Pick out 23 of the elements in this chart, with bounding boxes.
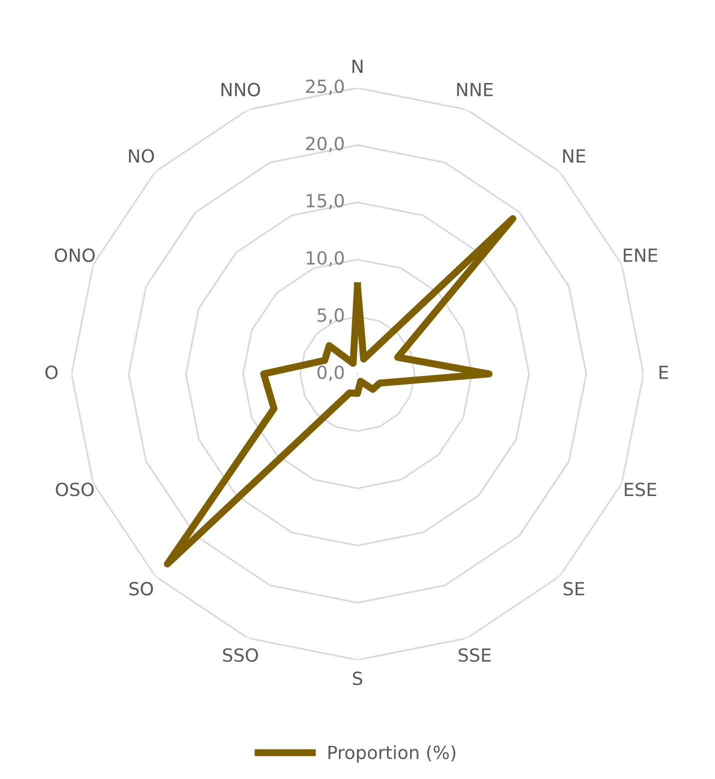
spoke-label: SO <box>129 582 153 596</box>
spoke-label: SE <box>564 582 584 596</box>
y-tick-label: 20,0 <box>306 136 344 152</box>
spoke-label: S <box>352 672 362 686</box>
spoke-label: NE <box>563 149 586 163</box>
spoke-label: E <box>660 366 668 379</box>
spoke-label: NNE <box>457 83 493 96</box>
y-tick-label: 5,0 <box>318 308 344 324</box>
y-tick-label: 15,0 <box>306 194 344 210</box>
spoke-label: ESE <box>624 482 656 496</box>
y-tick-label: 25,0 <box>306 80 344 95</box>
y-tick-label: 0,0 <box>317 366 344 381</box>
spoke-label: NO <box>129 149 154 163</box>
spoke-label: SSE <box>458 648 491 662</box>
spoke-label: ONO <box>54 248 95 262</box>
y-tick-label: 10,0 <box>306 251 344 267</box>
spoke-label: SSO <box>223 648 258 662</box>
spoke-label: NNO <box>222 82 260 96</box>
spoke-label: OSO <box>56 482 94 496</box>
legend-label: Proportion (%) <box>328 745 456 763</box>
spoke-label: N <box>352 60 362 73</box>
spoke-label: ENE <box>624 248 658 262</box>
spoke-label: O <box>45 366 58 380</box>
